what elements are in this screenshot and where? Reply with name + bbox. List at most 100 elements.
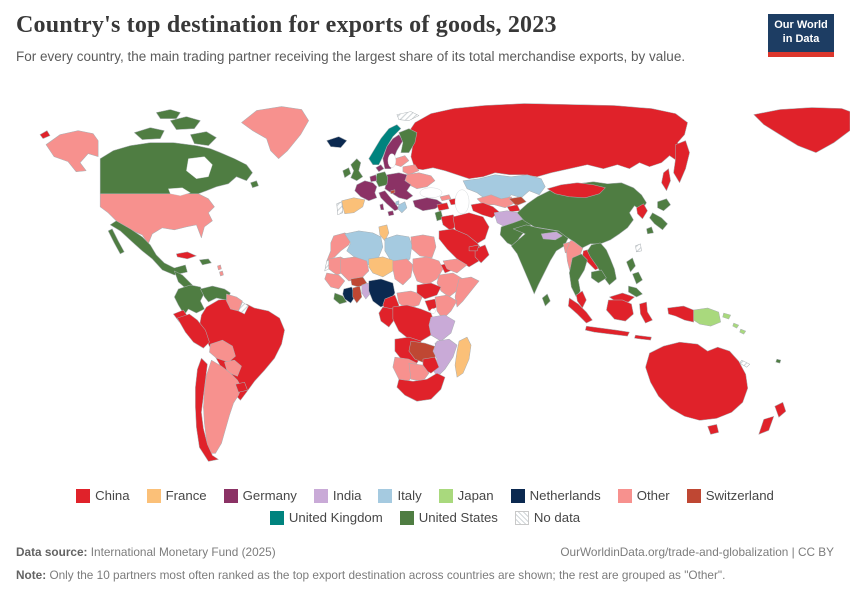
country-germany[interactable] [375, 171, 389, 187]
country-benelux[interactable] [369, 174, 378, 182]
country-canada-baffin[interactable] [190, 131, 217, 146]
country-fiji[interactable] [775, 358, 782, 364]
country-central-african-republic[interactable] [396, 290, 424, 310]
owid-logo[interactable]: Our World in Data [768, 14, 834, 57]
country-norway[interactable] [368, 124, 402, 165]
country-mexico[interactable] [109, 220, 188, 276]
country-svalbard[interactable] [396, 111, 420, 121]
country-russia-kamchatka[interactable] [673, 140, 690, 183]
country-ghana[interactable] [352, 285, 363, 304]
country-lesser-antilles[interactable] [217, 264, 224, 277]
country-taiwan[interactable] [635, 243, 642, 253]
legend-item[interactable]: United Kingdom [269, 510, 383, 525]
country-niger[interactable] [368, 256, 396, 278]
country-kyrgyzstan[interactable] [508, 196, 527, 207]
country-egypt[interactable] [410, 234, 437, 259]
country-japan[interactable] [646, 198, 671, 235]
country-south-africa[interactable] [396, 372, 446, 402]
country-belarus[interactable] [402, 164, 420, 175]
legend-item[interactable]: Japan [438, 488, 494, 503]
country-liberia[interactable] [333, 292, 348, 305]
country-russia-chukotka[interactable] [753, 107, 850, 153]
country-bolivia[interactable] [209, 339, 236, 363]
country-australia[interactable] [645, 341, 748, 435]
country-senegal-guinea[interactable] [324, 272, 346, 290]
country-indonesia[interactable] [568, 297, 694, 341]
country-chile[interactable] [195, 357, 219, 462]
country-slovenia[interactable] [390, 189, 396, 195]
country-cambodia[interactable] [591, 269, 607, 284]
country-kazakhstan[interactable] [462, 174, 546, 202]
country-cuba[interactable] [176, 251, 197, 260]
country-united-kingdom[interactable] [350, 158, 364, 181]
legend-item[interactable]: No data [514, 510, 580, 525]
country-canada-island2[interactable] [170, 116, 201, 130]
country-baltics[interactable] [394, 155, 410, 167]
country-colombia[interactable] [174, 284, 205, 316]
country-mali[interactable] [340, 256, 370, 282]
legend-item[interactable]: Italy [378, 488, 422, 503]
country-russia[interactable] [406, 103, 688, 179]
country-french-guiana[interactable] [238, 301, 249, 315]
country-hispaniola[interactable] [199, 258, 212, 266]
country-portugal[interactable] [336, 201, 344, 216]
country-mexico-baja[interactable] [107, 228, 125, 255]
country-greenland[interactable] [241, 106, 309, 159]
country-philippines[interactable] [626, 257, 643, 298]
country-peru[interactable] [177, 313, 210, 349]
legend-item[interactable]: India [313, 488, 361, 503]
country-spain[interactable] [341, 197, 366, 215]
country-sri-lanka[interactable] [541, 293, 551, 307]
country-libya[interactable] [384, 234, 413, 266]
legend-item[interactable]: Switzerland [686, 488, 774, 503]
country-kenya[interactable] [434, 294, 458, 320]
country-canada-island1[interactable] [133, 127, 165, 140]
country-madagascar[interactable] [454, 336, 472, 378]
country-usa[interactable] [99, 193, 215, 245]
country-france[interactable] [354, 180, 378, 202]
country-botswana[interactable] [408, 362, 430, 382]
country-congo-gabon[interactable] [378, 306, 396, 328]
country-new-zealand[interactable] [758, 402, 787, 435]
country-yemen[interactable] [442, 258, 468, 274]
country-uruguay[interactable] [235, 381, 248, 393]
legend-item[interactable]: United States [399, 510, 498, 525]
legend-item[interactable]: Other [617, 488, 670, 503]
country-tanzania[interactable] [428, 314, 456, 342]
country-finland[interactable] [398, 128, 418, 153]
country-denmark[interactable] [375, 164, 385, 172]
country-mozambique[interactable] [432, 338, 458, 378]
country-georgia[interactable] [439, 194, 452, 202]
owid-link[interactable]: OurWorldinData.org/trade-and-globalizati… [560, 545, 834, 559]
country-tunisia[interactable] [378, 224, 390, 242]
country-new-caledonia[interactable] [739, 359, 751, 368]
country-india[interactable] [510, 224, 569, 295]
country-canada-island3[interactable] [156, 109, 181, 119]
country-greece[interactable] [397, 201, 408, 214]
country-iceland[interactable] [326, 136, 348, 148]
country-algeria[interactable] [344, 230, 384, 266]
legend-item[interactable]: France [146, 488, 207, 503]
country-mongolia[interactable] [547, 182, 606, 199]
country-cote-divoire[interactable] [342, 286, 356, 304]
country-argentina[interactable] [203, 359, 242, 454]
country-russia-tip[interactable] [39, 130, 51, 139]
legend-item[interactable]: Germany [223, 488, 297, 503]
country-solomon-islands[interactable] [732, 322, 746, 335]
country-oman[interactable] [474, 244, 490, 264]
legend-item[interactable]: Netherlands [510, 488, 601, 503]
country-korea[interactable] [636, 203, 648, 220]
country-papua-new-guinea[interactable] [693, 307, 731, 327]
country-thailand[interactable] [569, 253, 588, 298]
country-uae[interactable] [468, 244, 480, 252]
country-south-sudan[interactable] [416, 282, 442, 300]
country-canada-newfoundland[interactable] [250, 180, 259, 188]
country-chad[interactable] [392, 258, 414, 286]
country-canada[interactable] [99, 142, 253, 195]
country-uganda[interactable] [424, 298, 438, 312]
country-ireland[interactable] [342, 167, 352, 178]
legend-item[interactable]: China [76, 488, 130, 503]
country-nepal-bhutan[interactable] [540, 231, 563, 241]
country-sudan[interactable] [412, 256, 444, 286]
country-venezuela[interactable] [200, 285, 231, 303]
